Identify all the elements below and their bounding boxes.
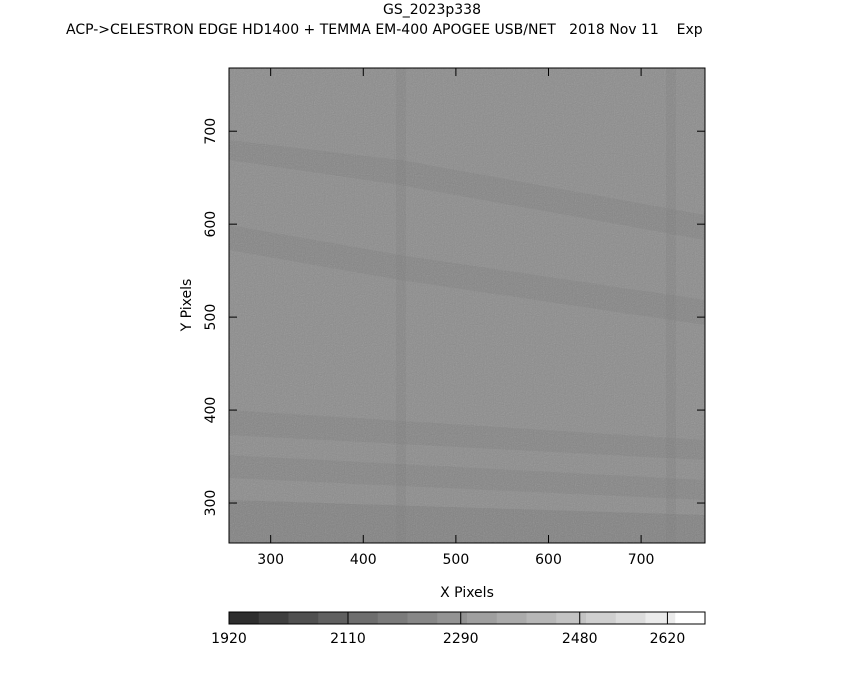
colorbar-segment [467, 612, 498, 624]
x-axis-label: X Pixels [440, 585, 494, 601]
y-tick-label: 600 [203, 211, 219, 238]
image [229, 68, 705, 543]
colorbar-segment [377, 612, 408, 624]
colorbar-tick-label: 1920 [211, 631, 247, 647]
colorbar-tick-label: 2110 [330, 631, 366, 647]
chart-title: GS_2023p338 [383, 2, 481, 18]
y-tick-label: 300 [203, 490, 219, 517]
x-tick-label: 300 [257, 552, 284, 568]
colorbar-tick-label: 2480 [562, 631, 598, 647]
y-tick-label: 400 [203, 397, 219, 424]
colorbar-tick-label: 2620 [650, 631, 686, 647]
y-tick-label: 700 [203, 118, 219, 145]
x-tick-label: 700 [628, 552, 655, 568]
x-tick-label: 600 [535, 552, 562, 568]
colorbar-segment [586, 612, 617, 624]
colorbar-segment [496, 612, 527, 624]
colorbar-segment [645, 612, 676, 624]
colorbar-segment [318, 612, 349, 624]
colorbar-segment [615, 612, 646, 624]
colorbar-segment [407, 612, 438, 624]
colorbar-segment [526, 612, 557, 624]
colorbar-segment [258, 612, 289, 624]
chart-subtitle: ACP->CELESTRON EDGE HD1400 + TEMMA EM-40… [66, 22, 703, 38]
colorbar-segment [288, 612, 319, 624]
colorbar-tick-label: 2290 [443, 631, 479, 647]
colorbar-segment [348, 612, 379, 624]
x-tick-label: 500 [443, 552, 470, 568]
x-tick-label: 400 [350, 552, 377, 568]
colorbar-segment [229, 612, 260, 624]
plot-frame [228, 67, 706, 544]
colorbar-segment [556, 612, 587, 624]
y-axis-label: Y Pixels [179, 279, 195, 333]
colorbar-segment [437, 612, 468, 624]
colorbar-segment [675, 612, 706, 624]
y-tick-label: 500 [203, 304, 219, 331]
